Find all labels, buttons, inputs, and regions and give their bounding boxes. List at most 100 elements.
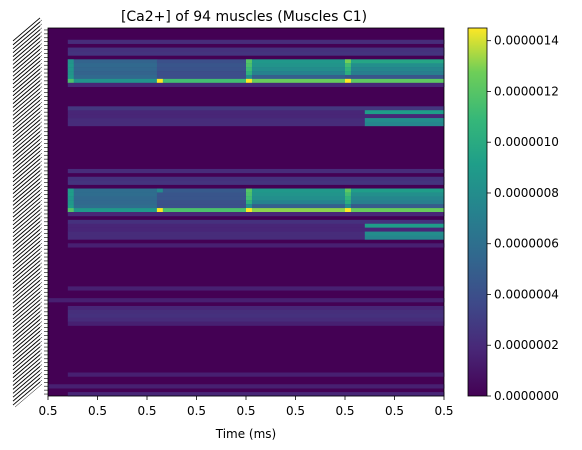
heatmap-cell [156, 196, 247, 201]
heatmap-cell [156, 78, 247, 84]
colorbar-tick-label: 0.0000004 [494, 287, 559, 301]
y-tick-label [12, 369, 41, 394]
y-tick-label [12, 221, 41, 245]
y-tick-label [12, 244, 41, 269]
y-tick-label [12, 174, 41, 198]
y-tick-label [12, 205, 41, 230]
y-tick-label [12, 150, 41, 175]
heatmap-cell [67, 200, 158, 205]
colorbar-tick-label: 0.0000012 [494, 84, 559, 98]
heatmap-cell [246, 208, 346, 213]
y-tick-label [12, 107, 41, 132]
heatmap-cell [345, 208, 445, 213]
y-tick-label [12, 37, 41, 61]
heatmap-cell [67, 317, 445, 322]
y-tick-label [12, 358, 41, 382]
heatmap-cell-peak [67, 188, 74, 193]
y-tick-label [12, 264, 41, 288]
y-tick-label [12, 240, 41, 265]
x-tick-label: 0.5 [286, 404, 305, 418]
y-tick-label [12, 178, 41, 202]
heatmap-cell [67, 231, 366, 236]
heatmap-cell [156, 67, 247, 72]
heatmap-cell-peak [246, 78, 252, 84]
heatmap-cell-peak [246, 67, 252, 72]
heatmap-cell [156, 188, 247, 193]
heatmap-cell-peak [67, 192, 74, 197]
y-tick-label [12, 146, 41, 171]
heatmap-cell [48, 298, 445, 303]
y-tick-label [12, 272, 41, 296]
heatmap-cell [345, 200, 445, 205]
heatmap-cell [345, 67, 445, 72]
heatmap-cell [345, 188, 445, 193]
heatmap-cell [67, 372, 445, 377]
y-tick-label [12, 45, 41, 69]
y-tick-label [12, 275, 41, 300]
heatmap-cell [67, 309, 445, 315]
y-tick-label [12, 354, 41, 378]
heatmap-cell [67, 188, 158, 193]
heatmap-cell-peak [246, 200, 252, 205]
heatmap-cell-peak [246, 196, 252, 201]
heatmap-cell-peak [345, 192, 351, 197]
y-tick-label [12, 33, 41, 57]
y-tick-label [12, 307, 41, 332]
y-tick-label [12, 138, 41, 163]
heatmap-cell [246, 192, 346, 197]
y-tick-label [12, 142, 41, 167]
heatmap-cell [156, 59, 247, 64]
heatmap-cell [67, 114, 445, 119]
heatmap-cell-peak [156, 188, 163, 193]
heatmap-cell [67, 392, 445, 397]
y-tick-label [12, 342, 41, 367]
heatmap-cell-peak [246, 63, 252, 68]
heatmap-cell [67, 168, 445, 174]
y-tick-label [12, 279, 41, 304]
heatmap-cell [48, 384, 445, 389]
y-tick-label [12, 248, 41, 273]
y-tick-label [12, 326, 41, 351]
heatmap-cell [67, 286, 445, 291]
y-axis-ticks [44, 29, 48, 395]
y-tick-label [12, 99, 41, 124]
y-tick-label [12, 185, 41, 210]
y-tick-label [12, 41, 41, 65]
x-tick-label: 0.5 [385, 404, 404, 418]
heatmap-cell [67, 118, 366, 123]
heatmap-cell [67, 235, 366, 240]
y-tick-label [12, 115, 41, 140]
y-tick-label [12, 236, 41, 261]
y-tick-label [12, 209, 41, 234]
heatmap-cell [156, 74, 247, 80]
x-axis-label: Time (ms) [215, 427, 277, 441]
y-tick-label [12, 311, 41, 335]
heatmap-cell-peak [67, 78, 74, 84]
x-axis-ticks: 0.5 0.5 0.5 0.5 0.5 0.5 0.5 0.5 0.5 [38, 396, 454, 418]
x-tick-label: 0.5 [434, 404, 453, 418]
heatmap-cell-peak [345, 204, 351, 209]
heatmap-cell-peak [345, 196, 351, 201]
y-tick-label [12, 56, 41, 81]
heatmap-cell [345, 71, 445, 76]
y-tick-label [12, 381, 41, 406]
heatmap-cell-peak [67, 204, 74, 209]
heatmap-cell [246, 59, 346, 64]
y-tick-label [12, 299, 41, 324]
colorbar-tick-label: 0.0000000 [494, 389, 559, 403]
colorbar-ticks: 0.0000000 0.0000002 0.0000004 0.0000006 0.00… [487, 34, 559, 403]
x-tick-label: 0.5 [88, 404, 107, 418]
heatmap-cell [246, 78, 346, 84]
heatmap-cell-peak [67, 74, 74, 80]
y-tick-label [12, 330, 41, 355]
heatmap-cell [67, 196, 158, 201]
heatmap-cell [67, 219, 445, 225]
colorbar: 0.0000000 0.0000002 0.0000004 0.0000006 0.00… [467, 27, 559, 403]
y-tick-label [12, 111, 41, 136]
heatmap-cell [67, 223, 366, 228]
y-tick-label [12, 225, 41, 249]
colorbar-tick-label: 0.0000010 [494, 135, 559, 149]
heatmap-cell-peak [345, 67, 351, 72]
y-tick-label [12, 268, 41, 292]
heatmap-cell [67, 71, 158, 76]
